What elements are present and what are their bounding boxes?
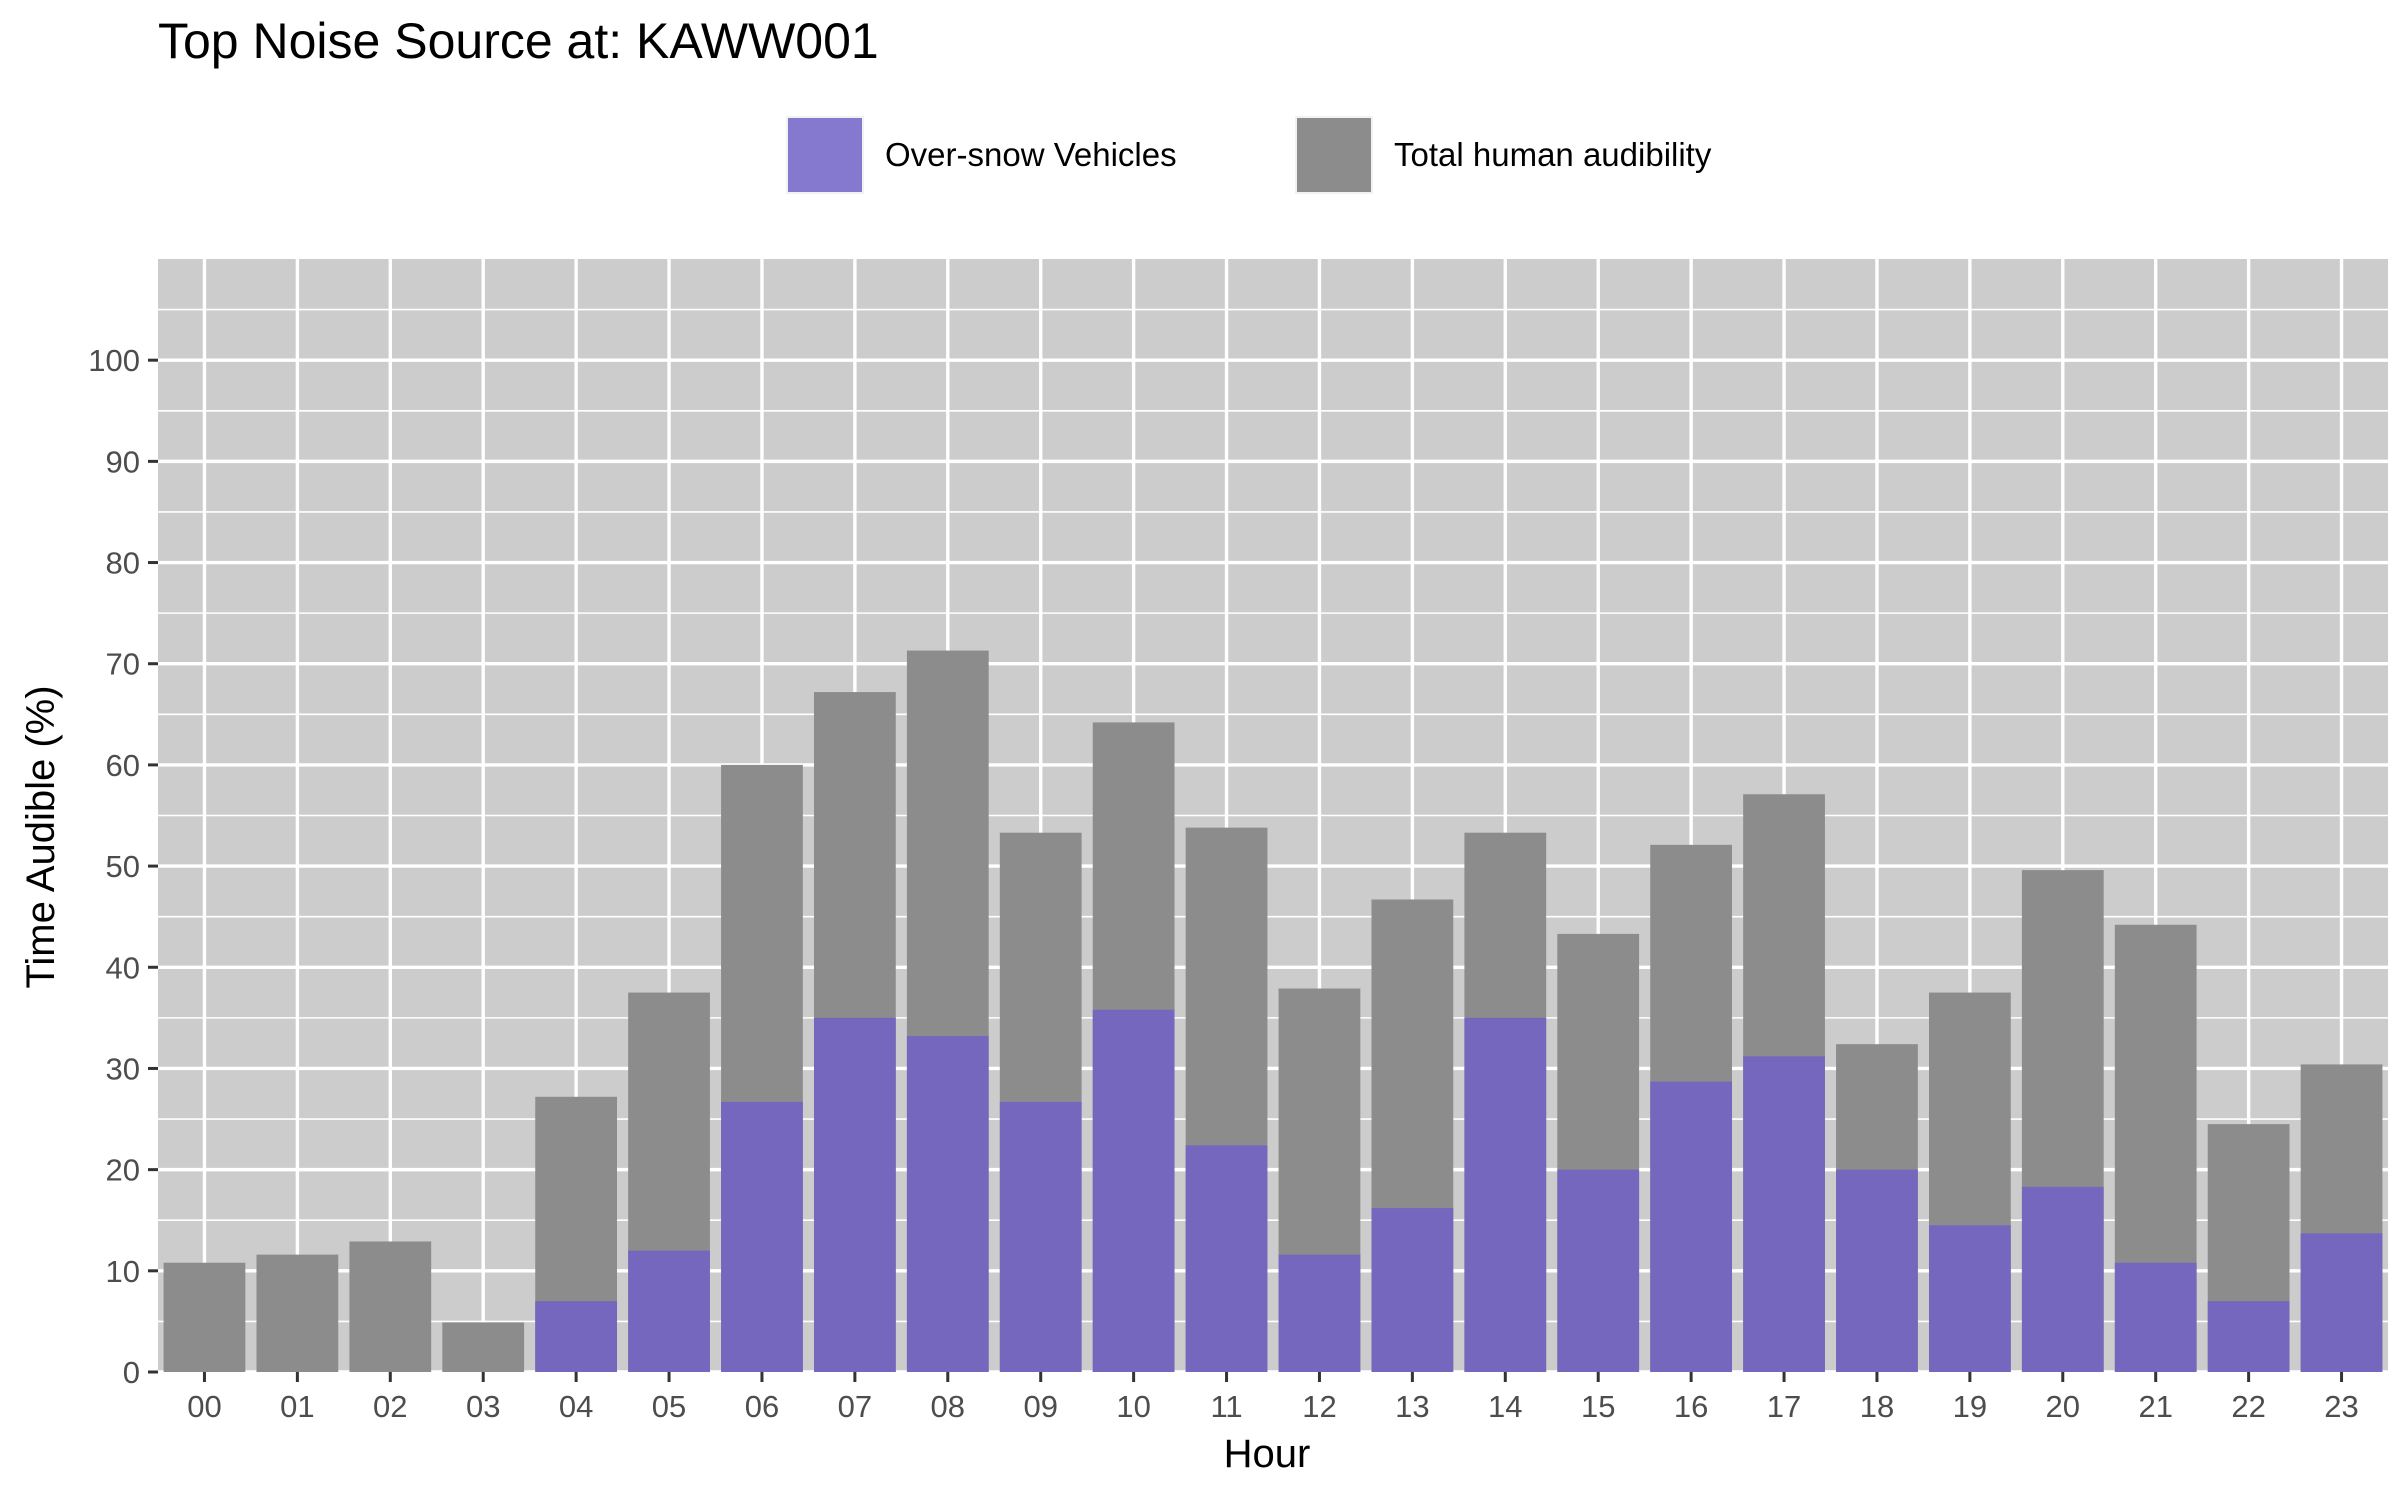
bar-over-snow-21 [2114, 1262, 2197, 1372]
bar-over-snow-22 [2207, 1301, 2290, 1372]
bar-total-01 [256, 1254, 339, 1372]
y-tick-label: 70 [106, 647, 140, 682]
y-tick-label: 0 [123, 1355, 140, 1390]
legend-label: Total human audibility [1394, 136, 1712, 173]
bar-over-snow-06 [721, 1101, 803, 1372]
legend-key-swatch [788, 118, 862, 192]
x-tick-label: 13 [1395, 1389, 1429, 1424]
x-tick-label: 20 [2046, 1389, 2080, 1424]
x-tick-label: 21 [2138, 1389, 2172, 1424]
x-axis: 00 01 02 03 04 05 06 07 08 09 10 11 12 13 14 15 16 17 18 19… [187, 1372, 2359, 1424]
y-tick-label: 100 [88, 343, 140, 378]
x-tick-label: 09 [1023, 1389, 1057, 1424]
chart-title: Top Noise Source at: KAWW001 [158, 13, 879, 69]
bar-over-snow-14 [1464, 1017, 1547, 1372]
legend-key-swatch [1297, 118, 1371, 192]
bar-over-snow-18 [1836, 1169, 1918, 1372]
x-tick-label: 23 [2324, 1389, 2358, 1424]
bar-over-snow-19 [1928, 1225, 2011, 1372]
y-tick-label: 10 [106, 1254, 140, 1289]
bar-over-snow-15 [1557, 1169, 1640, 1372]
x-tick-label: 22 [2231, 1389, 2265, 1424]
x-tick-label: 07 [838, 1389, 872, 1424]
bar-over-snow-05 [628, 1250, 710, 1372]
x-tick-label: 01 [280, 1389, 314, 1424]
y-tick-label: 80 [106, 546, 140, 581]
legend-label: Over-snow Vehicles [885, 136, 1177, 173]
bar-total-00 [163, 1262, 246, 1372]
legend-item-total-human-audibility: Total human audibility [1295, 116, 1712, 194]
y-axis-label: Time Audible (%) [19, 685, 63, 988]
bar-over-snow-13 [1371, 1208, 1454, 1372]
x-tick-label: 18 [1860, 1389, 1894, 1424]
x-tick-label: 06 [745, 1389, 779, 1424]
x-tick-label: 12 [1302, 1389, 1336, 1424]
x-tick-label: 05 [652, 1389, 686, 1424]
x-tick-label: 15 [1581, 1389, 1615, 1424]
bar-over-snow-11 [1185, 1145, 1268, 1372]
bar-total-02 [349, 1241, 432, 1372]
x-tick-label: 14 [1488, 1389, 1522, 1424]
x-tick-label: 04 [559, 1389, 593, 1424]
x-tick-label: 02 [373, 1389, 407, 1424]
legend: Over-snow Vehicles Total human audibility [786, 116, 1712, 194]
x-tick-label: 19 [1953, 1389, 1987, 1424]
x-tick-label: 11 [1210, 1389, 1242, 1424]
y-tick-label: 30 [106, 1051, 140, 1086]
bar-total-03 [442, 1322, 525, 1372]
x-axis-label: Hour [1224, 1432, 1311, 1476]
bar-over-snow-07 [813, 1017, 896, 1372]
bar-over-snow-04 [535, 1301, 618, 1372]
series-over-snow-vehicles [535, 1009, 2383, 1372]
x-tick-label: 00 [187, 1389, 221, 1424]
y-tick-label: 20 [106, 1153, 140, 1188]
y-tick-label: 40 [106, 950, 140, 985]
bar-over-snow-10 [1092, 1009, 1175, 1372]
x-tick-label: 17 [1767, 1389, 1801, 1424]
bar-over-snow-16 [1650, 1081, 1733, 1372]
bar-over-snow-20 [2021, 1186, 2104, 1372]
bar-over-snow-17 [1743, 1056, 1825, 1372]
bar-over-snow-12 [1278, 1254, 1361, 1372]
bar-over-snow-23 [2300, 1233, 2383, 1372]
x-tick-label: 10 [1116, 1389, 1150, 1424]
bar-over-snow-09 [999, 1101, 1082, 1372]
legend-item-over-snow-vehicles: Over-snow Vehicles [786, 116, 1177, 194]
x-tick-label: 16 [1674, 1389, 1708, 1424]
x-tick-label: 03 [466, 1389, 500, 1424]
bar-over-snow-08 [906, 1036, 989, 1372]
y-axis: 0 10 20 30 40 50 60 70 80 90 100 [88, 343, 158, 1390]
y-tick-label: 60 [106, 748, 140, 783]
y-tick-label: 90 [106, 444, 140, 479]
x-tick-label: 08 [931, 1389, 965, 1424]
y-tick-label: 50 [106, 849, 140, 884]
